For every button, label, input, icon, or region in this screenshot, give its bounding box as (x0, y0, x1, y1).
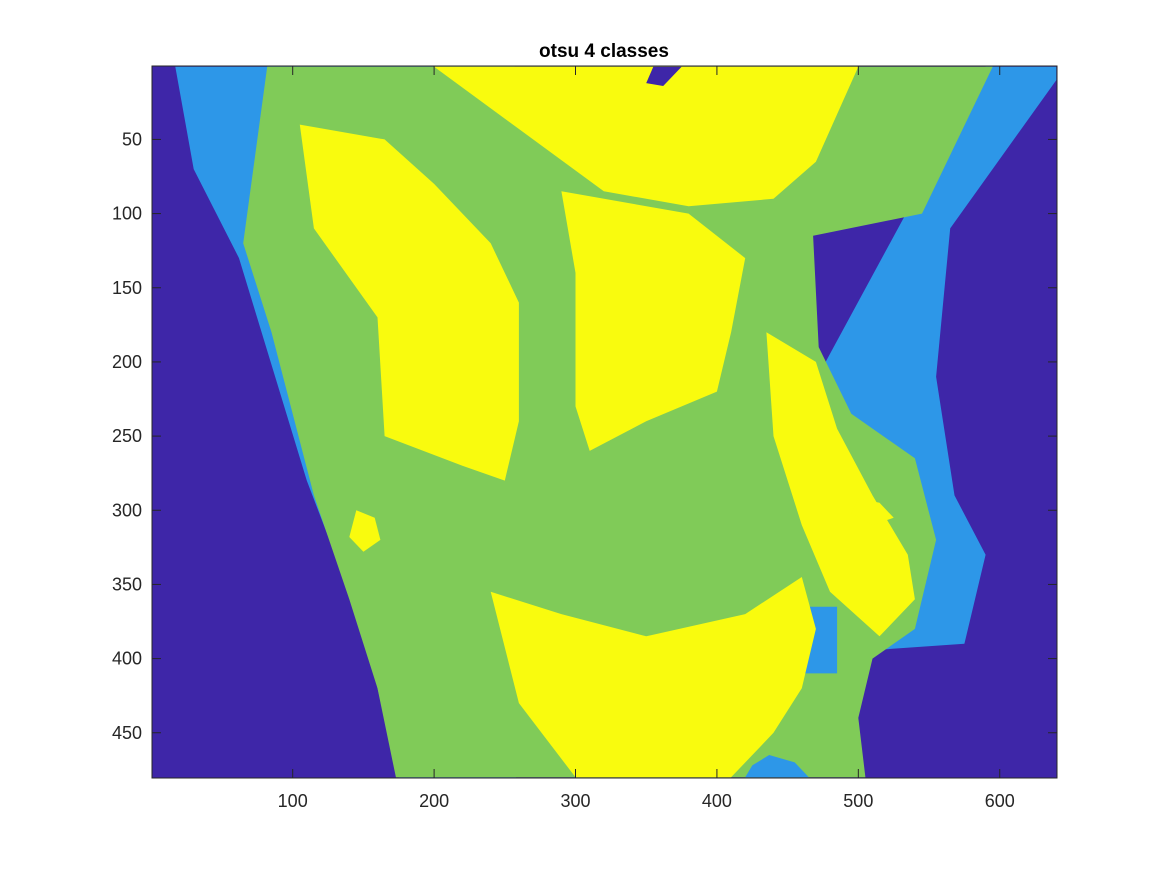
axes-box (151, 65, 1058, 779)
class-region-12 (851, 498, 894, 526)
y-tick-label: 150 (112, 278, 142, 298)
class-regions (175, 66, 1057, 778)
y-tick-label: 250 (112, 426, 142, 446)
x-tick-label: 100 (278, 791, 308, 811)
plot-area (152, 66, 1057, 778)
x-axis: 100 200 300 400 500 600 (278, 66, 1015, 811)
y-tick-label: 300 (112, 500, 142, 520)
x-tick-label: 400 (702, 791, 732, 811)
chart-title: otsu 4 classes (539, 41, 669, 62)
x-tick-label: 200 (419, 791, 449, 811)
class-region-9 (766, 332, 915, 637)
y-axis: 50 100 150 200 250 300 350 400 450 (112, 129, 1057, 743)
class-region-6 (434, 66, 859, 207)
class-region-8 (561, 191, 746, 451)
class-region-13 (646, 66, 682, 86)
y-tick-label: 350 (112, 574, 142, 594)
y-tick-label: 100 (112, 204, 142, 224)
y-tick-label: 200 (112, 352, 142, 372)
y-tick-label: 450 (112, 723, 142, 743)
y-tick-label: 50 (122, 129, 142, 149)
class-region-10 (490, 577, 816, 778)
class-region-7 (299, 124, 519, 481)
class-region-4 (745, 755, 809, 778)
class-region-11 (349, 510, 381, 552)
x-tick-label: 500 (843, 791, 873, 811)
x-tick-label: 600 (985, 791, 1015, 811)
y-tick-label: 400 (112, 649, 142, 669)
x-tick-label: 300 (560, 791, 590, 811)
